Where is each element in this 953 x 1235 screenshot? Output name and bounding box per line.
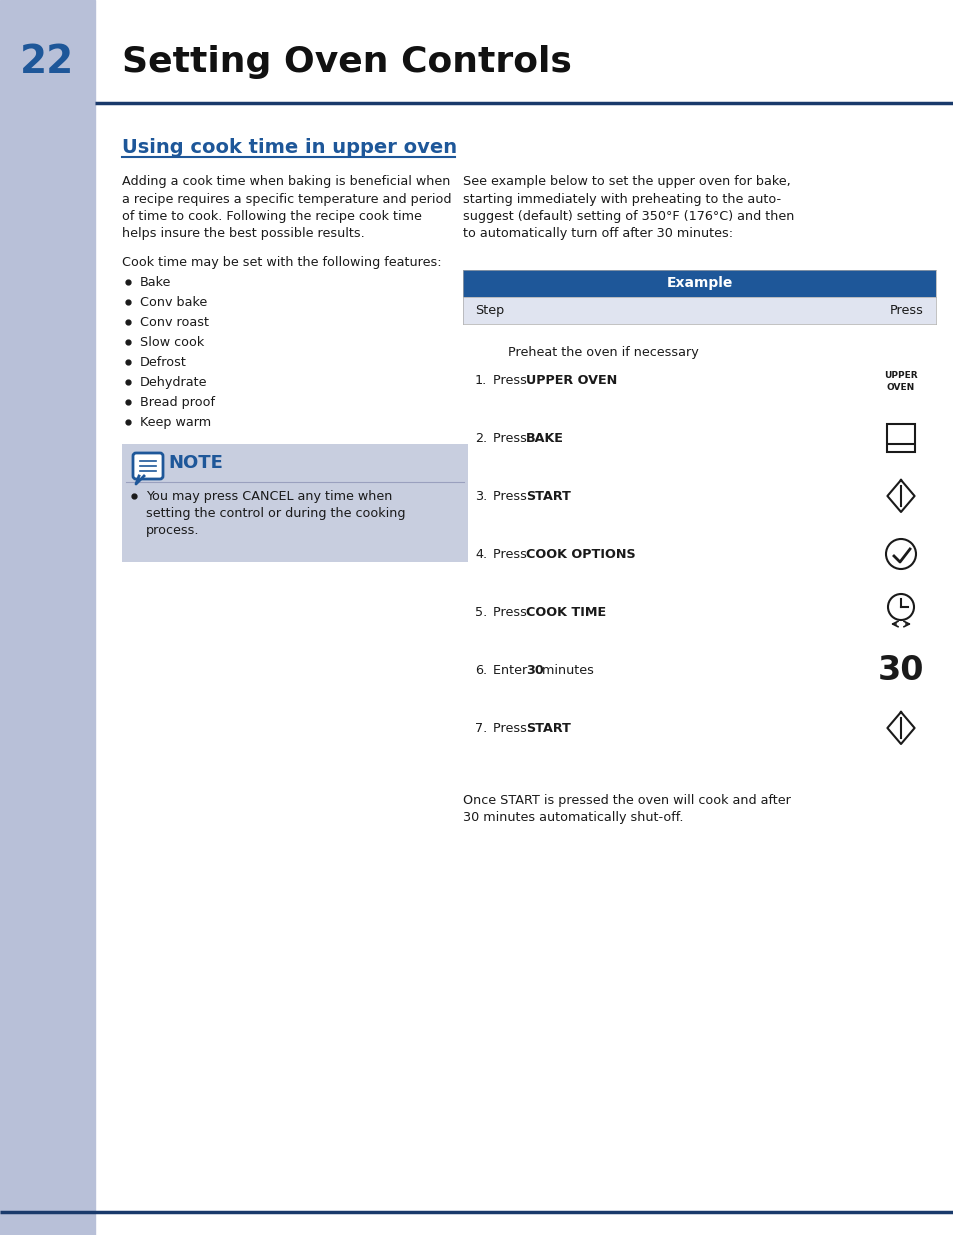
Text: NOTE: NOTE [168, 454, 223, 472]
Text: Adding a cook time when baking is beneficial when
a recipe requires a specific t: Adding a cook time when baking is benefi… [122, 175, 451, 241]
Text: Example: Example [665, 277, 732, 290]
Text: Press: Press [493, 373, 530, 387]
Text: Press: Press [493, 605, 530, 619]
Text: Press: Press [493, 431, 530, 445]
Text: Conv roast: Conv roast [140, 316, 209, 329]
Text: Step: Step [475, 304, 504, 317]
Text: BAKE: BAKE [525, 431, 563, 445]
Text: 6.: 6. [475, 663, 487, 677]
Text: START: START [525, 721, 570, 735]
Text: 7.: 7. [475, 721, 487, 735]
Bar [0, 0, 95, 1235]
Text: Press: Press [493, 547, 530, 561]
Text: Conv bake: Conv bake [140, 296, 207, 309]
Text: You may press CANCEL any time when
setting the control or during the cooking
pro: You may press CANCEL any time when setti… [146, 490, 405, 537]
Text: COOK OPTIONS: COOK OPTIONS [525, 547, 635, 561]
Text: UPPER: UPPER [883, 370, 917, 379]
Text: 1.: 1. [475, 373, 487, 387]
Bar [462, 296, 935, 324]
Text: 30: 30 [877, 653, 923, 687]
Text: Keep warm: Keep warm [140, 416, 211, 429]
Text: 2.: 2. [475, 431, 487, 445]
Text: Bake: Bake [140, 275, 172, 289]
Text: Bread proof: Bread proof [140, 396, 214, 409]
Bar [122, 445, 468, 562]
Text: See example below to set the upper oven for bake,
starting immediately with preh: See example below to set the upper oven … [462, 175, 794, 241]
Text: Once START is pressed the oven will cook and after
30 minutes automatically shut: Once START is pressed the oven will cook… [462, 794, 790, 825]
Text: 4.: 4. [475, 547, 487, 561]
Bar [462, 270, 935, 296]
Text: 30: 30 [525, 663, 543, 677]
Text: Setting Oven Controls: Setting Oven Controls [122, 44, 571, 79]
Text: Defrost: Defrost [140, 356, 187, 369]
Text: COOK TIME: COOK TIME [525, 605, 605, 619]
Text: minutes: minutes [537, 663, 594, 677]
Text: 22: 22 [20, 43, 74, 82]
Text: Press: Press [493, 489, 530, 503]
Text: START: START [525, 489, 570, 503]
Bar [886, 424, 914, 452]
Text: Preheat the oven if necessary: Preheat the oven if necessary [507, 346, 698, 359]
Text: Cook time may be set with the following features:: Cook time may be set with the following … [122, 256, 441, 269]
FancyBboxPatch shape [132, 453, 163, 479]
Text: 3.: 3. [475, 489, 487, 503]
Text: Dehydrate: Dehydrate [140, 375, 208, 389]
Text: Press: Press [493, 721, 530, 735]
Text: 5.: 5. [475, 605, 487, 619]
Text: OVEN: OVEN [886, 383, 914, 391]
Text: Using cook time in upper oven: Using cook time in upper oven [122, 138, 456, 157]
Text: Enter: Enter [493, 663, 531, 677]
Text: Slow cook: Slow cook [140, 336, 204, 350]
Text: UPPER OVEN: UPPER OVEN [525, 373, 617, 387]
Polygon shape [136, 475, 144, 484]
Text: Press: Press [889, 304, 923, 317]
